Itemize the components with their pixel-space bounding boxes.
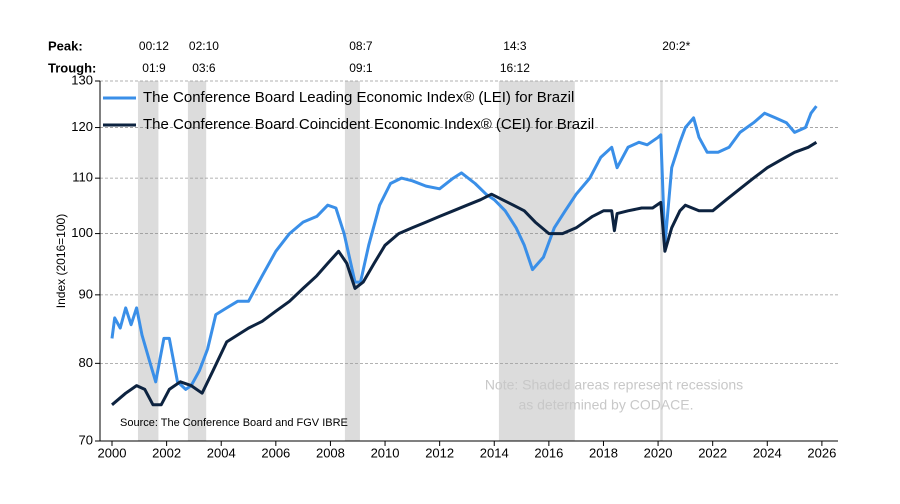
recession-band	[498, 81, 575, 441]
x-tick-label: 2004	[207, 445, 236, 460]
y-tick-label: 120	[71, 119, 93, 134]
x-tick-label: 2012	[425, 445, 454, 460]
x-tick-label: 2026	[807, 445, 836, 460]
source: Source: The Conference Board and FGV IBR…	[120, 417, 348, 429]
y-tick-label: 70	[79, 432, 93, 447]
legend-label: The Conference Board Leading Economic In…	[143, 89, 574, 106]
x-tick-label: 2000	[98, 445, 127, 460]
y-tick-label: 110	[72, 170, 93, 185]
recession-band	[660, 81, 663, 441]
x-tick-label: 2022	[698, 445, 727, 460]
series-line	[110, 105, 818, 391]
x-tick-label: 2018	[589, 445, 618, 460]
x-tick-label: 2006	[261, 445, 290, 460]
trough-label: Trough:	[48, 60, 96, 75]
peak-date: 14:3	[503, 39, 527, 53]
y-tick-label: 80	[79, 355, 93, 370]
series-line	[111, 141, 818, 407]
note: as determined by CODACE.	[518, 397, 693, 413]
trough-date: 03:6	[192, 61, 216, 75]
x-tick-label: 2014	[480, 445, 509, 460]
trough-date: 09:1	[349, 61, 373, 75]
y-axis-label: Index (2016=100)	[54, 214, 68, 308]
recession-band	[344, 81, 360, 441]
peak-date: 08:7	[349, 39, 373, 53]
x-tick-label: 2010	[371, 445, 400, 460]
trough-date: 01:9	[142, 61, 166, 75]
x-tick-label: 2020	[644, 445, 673, 460]
x-tick-label: 2002	[152, 445, 181, 460]
recession-band	[137, 81, 159, 441]
trough-date: 16:12	[500, 61, 530, 75]
legend-label: The Conference Board Coincident Economic…	[143, 116, 594, 133]
y-tick-label: 100	[71, 225, 93, 240]
note: Note: Shaded areas represent recessions	[485, 377, 743, 393]
x-tick-label: 2016	[534, 445, 563, 460]
peak-date: 02:10	[189, 39, 219, 53]
peak-label: Peak:	[48, 38, 83, 53]
peak-date: 00:12	[139, 39, 169, 53]
x-tick-label: 2008	[316, 445, 345, 460]
y-tick-label: 90	[79, 286, 93, 301]
peak-date: 20:2*	[662, 39, 690, 53]
y-tick-label: 130	[71, 72, 93, 87]
recession-band	[187, 81, 207, 441]
x-tick-label: 2024	[753, 445, 782, 460]
